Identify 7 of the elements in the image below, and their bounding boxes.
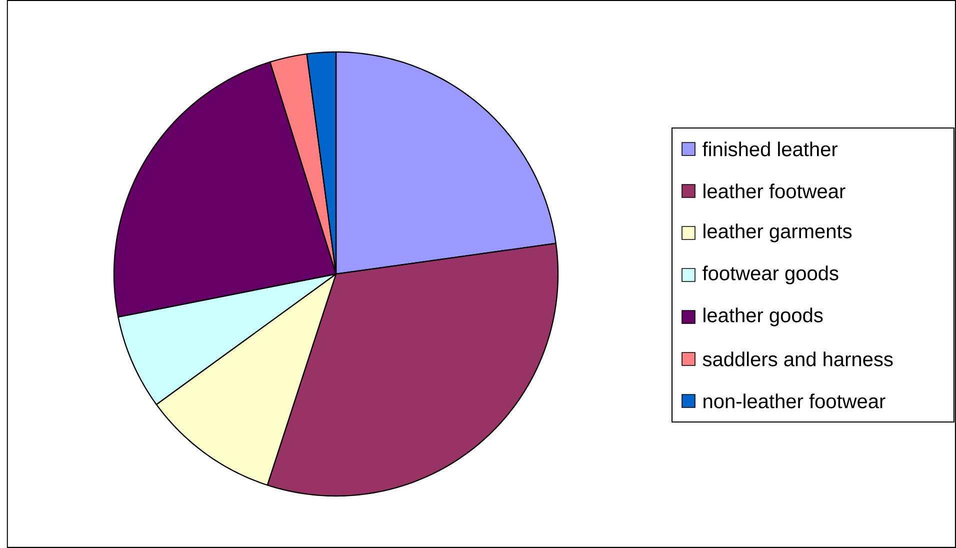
legend-label: footwear goods (702, 266, 838, 284)
legend-label: saddlers and harness (702, 352, 893, 366)
legend-label: leather garments (704, 224, 852, 242)
legend-label: leather goods (704, 308, 823, 326)
legend-label: leather footwear (704, 184, 846, 198)
legend-label: non-leather footwear (704, 394, 886, 408)
legend-label: finished leather (702, 142, 838, 156)
